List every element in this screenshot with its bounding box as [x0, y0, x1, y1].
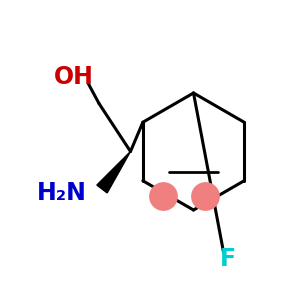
Text: F: F [220, 248, 236, 272]
Text: OH: OH [54, 64, 93, 88]
Circle shape [149, 182, 178, 211]
Text: H₂N: H₂N [37, 182, 86, 206]
Polygon shape [97, 152, 130, 193]
Circle shape [191, 182, 220, 211]
